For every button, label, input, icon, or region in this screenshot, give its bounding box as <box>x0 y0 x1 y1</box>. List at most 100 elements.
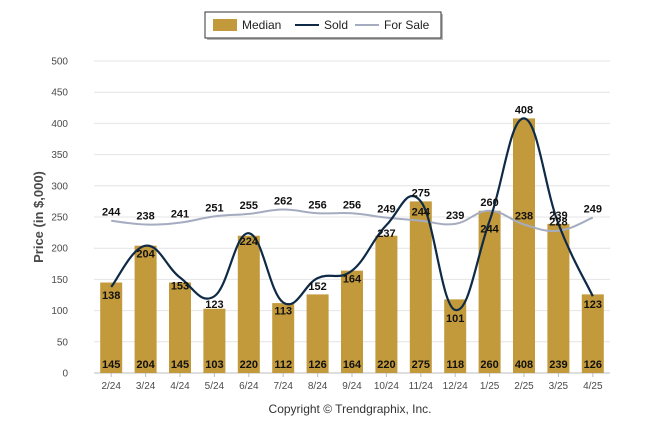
for-sale-value-label: 241 <box>171 209 189 221</box>
y-tick-label: 150 <box>51 275 68 286</box>
legend: Median Sold For Sale <box>204 11 443 40</box>
y-tick-label: 300 <box>51 181 68 192</box>
line-sold <box>110 117 594 312</box>
sold-value-label: 101 <box>446 313 464 325</box>
bar-median <box>341 270 363 373</box>
y-tick-label: 50 <box>57 337 69 348</box>
for-sale-value-label: 255 <box>240 200 258 212</box>
bar-median <box>375 235 398 373</box>
median-value-label: 118 <box>446 359 464 371</box>
sold-value-label: 164 <box>343 274 362 286</box>
median-value-label: 239 <box>549 359 567 371</box>
for-sale-value-label: 244 <box>412 207 431 219</box>
x-tick-label: 8/24 <box>308 381 328 392</box>
x-tick-label: 2/25 <box>514 381 534 392</box>
y-tick-label: 250 <box>51 213 68 224</box>
sold-value-label: 224 <box>240 236 259 248</box>
x-tick-label: 1/25 <box>480 381 500 392</box>
y-tick-label: 100 <box>51 306 68 317</box>
legend-swatch-median <box>213 19 237 31</box>
median-value-label: 408 <box>515 359 533 371</box>
sold-value-label: 239 <box>549 210 567 222</box>
line-for-sale <box>111 208 594 233</box>
bar-median <box>513 118 535 374</box>
copyright: Copyright © Trendgraphix, Inc. <box>269 402 432 416</box>
sold-value-label: 113 <box>274 305 292 317</box>
sold-value-label: 244 <box>480 224 499 236</box>
bar-median <box>100 282 123 373</box>
x-tick-label: 6/24 <box>239 381 259 392</box>
bar-median <box>237 235 260 373</box>
median-value-label: 112 <box>274 359 292 371</box>
for-sale-value-label: 228 <box>549 217 567 229</box>
median-value-label: 164 <box>343 359 362 371</box>
y-tick-label: 400 <box>51 119 68 130</box>
for-sale-value-label: 238 <box>515 210 533 222</box>
y-tick-label: 0 <box>62 369 68 380</box>
y-tick-label: 350 <box>51 150 68 161</box>
x-tick-label: 10/24 <box>374 381 399 392</box>
for-sale-value-label: 251 <box>205 202 223 214</box>
bar-median <box>203 308 226 373</box>
sold-value-label: 153 <box>171 281 189 293</box>
sold-value-label: 123 <box>584 299 602 311</box>
bar-median <box>581 294 604 373</box>
y-tick-label: 200 <box>51 244 68 255</box>
for-sale-value-label: 244 <box>102 207 121 219</box>
legend-label-for-sale: For Sale <box>384 18 430 32</box>
x-tick-label: 3/24 <box>136 381 156 392</box>
for-sale-value-label: 239 <box>446 210 464 222</box>
bar-median <box>547 223 570 373</box>
x-tick-label: 11/24 <box>409 381 434 392</box>
sold-value-label: 275 <box>412 187 430 199</box>
data-labels: 145 204 145 103 220 112 126 164 220 275 118 260 408 2… <box>102 104 602 371</box>
bar-median <box>169 282 191 373</box>
bar-median <box>272 303 295 373</box>
median-value-label: 220 <box>377 359 395 371</box>
bar-median <box>444 299 467 373</box>
median-value-label: 275 <box>412 359 430 371</box>
median-value-label: 220 <box>240 359 258 371</box>
x-tick-label: 12/24 <box>443 381 468 392</box>
x-tick-label: 5/24 <box>205 381 225 392</box>
sold-value-label: 204 <box>136 249 155 261</box>
y-axis-label: Price (in $,000) <box>31 171 46 263</box>
x-tick-label: 7/24 <box>273 381 293 392</box>
x-tick-label: 2/24 <box>101 381 121 392</box>
series-lines <box>110 117 594 312</box>
x-tick-label: 3/25 <box>549 381 569 392</box>
x-axis: 2/24 3/24 4/24 5/24 6/24 7/24 8/24 9/24 10/24 11/… <box>101 373 603 392</box>
sold-value-label: 152 <box>308 281 326 293</box>
sold-value-label: 138 <box>102 290 120 302</box>
median-value-label: 204 <box>136 359 155 371</box>
legend-label-sold: Sold <box>324 18 348 32</box>
median-bars <box>100 118 604 374</box>
legend-box <box>204 11 442 39</box>
median-value-label: 145 <box>171 359 189 371</box>
median-value-label: 260 <box>480 359 498 371</box>
sold-value-label: 123 <box>205 299 223 311</box>
for-sale-value-label: 238 <box>136 210 154 222</box>
median-value-label: 145 <box>102 359 120 371</box>
y-tick-label: 500 <box>51 57 68 68</box>
sold-value-label: 237 <box>377 228 395 240</box>
bar-median <box>306 294 329 373</box>
for-sale-value-label: 249 <box>584 204 602 216</box>
median-value-label: 103 <box>205 359 223 371</box>
for-sale-value-label: 256 <box>308 199 326 211</box>
x-tick-label: 9/24 <box>342 381 362 392</box>
for-sale-value-label: 249 <box>377 204 395 216</box>
for-sale-value-label: 260 <box>480 197 498 209</box>
bar-median <box>478 210 501 373</box>
legend-label-median: Median <box>242 18 281 32</box>
bar-median <box>409 201 432 373</box>
median-value-label: 126 <box>584 359 602 371</box>
bar-median <box>134 245 157 373</box>
x-tick-label: 4/25 <box>583 381 603 392</box>
sold-value-label: 408 <box>515 104 533 116</box>
median-value-label: 126 <box>308 359 326 371</box>
for-sale-value-label: 262 <box>274 196 292 208</box>
x-tick-label: 4/24 <box>170 381 190 392</box>
for-sale-value-label: 256 <box>343 199 361 211</box>
